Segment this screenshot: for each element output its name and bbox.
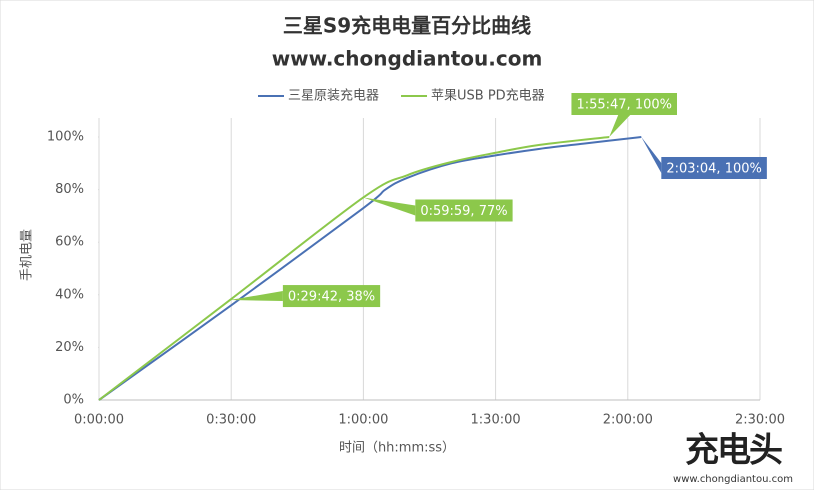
callout-pointer (609, 115, 631, 137)
x-tick-label: 1:00:00 (338, 413, 388, 428)
y-tick-label: 0% (63, 393, 84, 408)
legend-item: 苹果USB PD充电器 (401, 88, 545, 104)
x-tick-label: 0:00:00 (74, 413, 124, 428)
legend-label: 三星原装充电器 (288, 88, 379, 104)
legend-label: 苹果USB PD充电器 (431, 88, 545, 104)
legend-item: 三星原装充电器 (258, 88, 379, 104)
data-label: 0:29:42, 38% (288, 290, 375, 305)
x-tick-label: 2:00:00 (603, 413, 653, 428)
data-label: 1:55:47, 100% (576, 98, 672, 113)
y-tick-label: 40% (55, 287, 84, 302)
callout-pointer (641, 137, 662, 173)
chart-subtitle: www.chongdiantou.com (272, 47, 543, 71)
y-axis-label: 手机电量 (20, 229, 35, 281)
watermark-logo: 充电头 (685, 431, 782, 471)
y-tick-label: 100% (47, 130, 84, 145)
chart-title: 三星S9充电电量百分比曲线 (283, 14, 531, 38)
data-callout: 2:03:04, 100% (641, 137, 767, 179)
y-tick-label: 60% (55, 235, 84, 250)
callout-pointer (363, 197, 416, 216)
x-tick-label: 0:30:00 (206, 413, 256, 428)
data-callout: 0:59:59, 77% (363, 197, 513, 222)
callout-box (415, 199, 513, 222)
callout-pointer (229, 291, 283, 302)
data-callout: 0:29:42, 38% (229, 285, 381, 308)
data-label: 2:03:04, 100% (666, 162, 762, 177)
watermark-url: www.chongdiantou.com (673, 474, 793, 485)
series-line (98, 136, 610, 401)
watermark: 充电头 www.chongdiantou.com (673, 431, 793, 486)
data-label: 0:59:59, 77% (420, 204, 507, 219)
x-tick-label: 2:30:00 (735, 413, 785, 428)
y-tick-label: 20% (55, 340, 84, 355)
y-tick-label: 80% (55, 182, 84, 197)
data-callout: 1:55:47, 100% (571, 93, 677, 137)
x-tick-label: 1:30:00 (471, 413, 521, 428)
callout-box (571, 93, 677, 115)
callout-box (282, 285, 381, 308)
x-axis-label: 时间（hh:mm:ss） (339, 441, 455, 456)
callout-box (661, 157, 767, 179)
